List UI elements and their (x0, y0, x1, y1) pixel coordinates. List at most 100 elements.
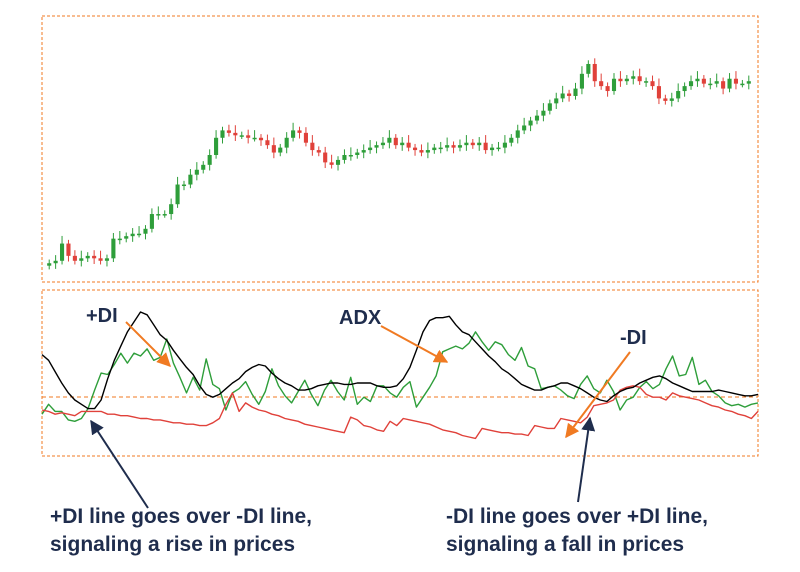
candle-body (130, 233, 135, 237)
candle-body (393, 137, 398, 146)
candle-body (380, 142, 386, 146)
candle-body (201, 164, 206, 170)
candle (592, 58, 597, 87)
candle-body (368, 147, 373, 151)
candle (432, 143, 437, 154)
candle-body (464, 142, 469, 146)
candle (284, 132, 289, 154)
candle-body (695, 78, 700, 82)
candle (310, 135, 315, 156)
candle (92, 250, 97, 264)
candle (169, 198, 174, 220)
candle-body (361, 150, 366, 153)
candle (554, 92, 559, 109)
rise-annotation-line2: signaling a rise in prices (50, 533, 295, 556)
candle (104, 254, 110, 267)
candle (733, 71, 739, 90)
candle-body (98, 258, 103, 261)
adx-line (41, 311, 759, 410)
candle (297, 126, 302, 139)
candle-body (149, 214, 154, 229)
candle (393, 134, 398, 149)
minus-di-line (41, 385, 759, 440)
candle (400, 137, 405, 151)
candle-body (239, 135, 244, 137)
candle-body (733, 78, 739, 84)
candle (509, 134, 514, 147)
candle-body (214, 137, 219, 155)
candle-body (573, 88, 578, 96)
candle (246, 129, 251, 144)
candle (650, 75, 655, 90)
candle (746, 75, 751, 90)
candle-body (721, 81, 726, 89)
candle-body (323, 152, 328, 163)
candle-body (59, 243, 65, 261)
candle (412, 143, 418, 156)
candle (214, 130, 219, 159)
candle (188, 169, 193, 189)
candle-body (291, 130, 296, 138)
candle (348, 147, 353, 161)
candle (451, 141, 456, 154)
candle-body (650, 81, 655, 87)
candle (669, 92, 674, 107)
candle-body (233, 132, 238, 136)
candle-body (547, 103, 552, 111)
price-panel (41, 15, 759, 283)
candle-body (701, 78, 706, 84)
candle-body (387, 137, 392, 143)
candle (637, 68, 642, 85)
candle (342, 149, 347, 164)
candle (740, 79, 745, 88)
candle (541, 103, 546, 122)
candle (66, 239, 71, 262)
candle (303, 127, 308, 147)
candle-body (688, 81, 694, 87)
candle-body (220, 130, 225, 138)
candle-body (265, 140, 270, 146)
candle-body (656, 86, 661, 99)
candle-body (746, 81, 751, 84)
candle (361, 144, 366, 159)
candle (85, 252, 90, 263)
candle-body (85, 255, 90, 259)
minus-di-label-arrow (565, 351, 631, 439)
candle-body (246, 135, 251, 138)
candle (271, 137, 276, 159)
candle (252, 130, 257, 142)
candle-body (618, 78, 623, 82)
candle-body (554, 98, 559, 104)
candle-body (400, 142, 405, 146)
candle (618, 71, 623, 87)
candle (137, 226, 142, 238)
candle (47, 259, 52, 270)
candle (124, 232, 129, 243)
candle-body (124, 236, 129, 239)
candle-body (560, 93, 565, 99)
candle-body (541, 110, 546, 116)
candle-body (79, 258, 84, 261)
candle-body (104, 258, 110, 261)
candle-body (567, 93, 572, 96)
candle (111, 232, 116, 263)
candle-body (477, 142, 482, 146)
rise-annotation-arrow (90, 419, 149, 509)
candle (714, 73, 719, 88)
candle (656, 78, 661, 105)
candle-body (374, 145, 379, 148)
candle-body (438, 147, 443, 150)
candle (130, 228, 135, 242)
candle-body (92, 255, 97, 259)
candle (470, 139, 475, 149)
candle-body (624, 78, 629, 82)
candle (335, 156, 341, 171)
candle-body (605, 86, 610, 92)
candle (496, 141, 501, 152)
fall-annotation-line1: -DI line goes over +DI line, (446, 505, 708, 528)
candle-body (644, 81, 649, 83)
candle (143, 225, 148, 240)
candle-body (522, 125, 527, 131)
candle-body (258, 137, 264, 141)
